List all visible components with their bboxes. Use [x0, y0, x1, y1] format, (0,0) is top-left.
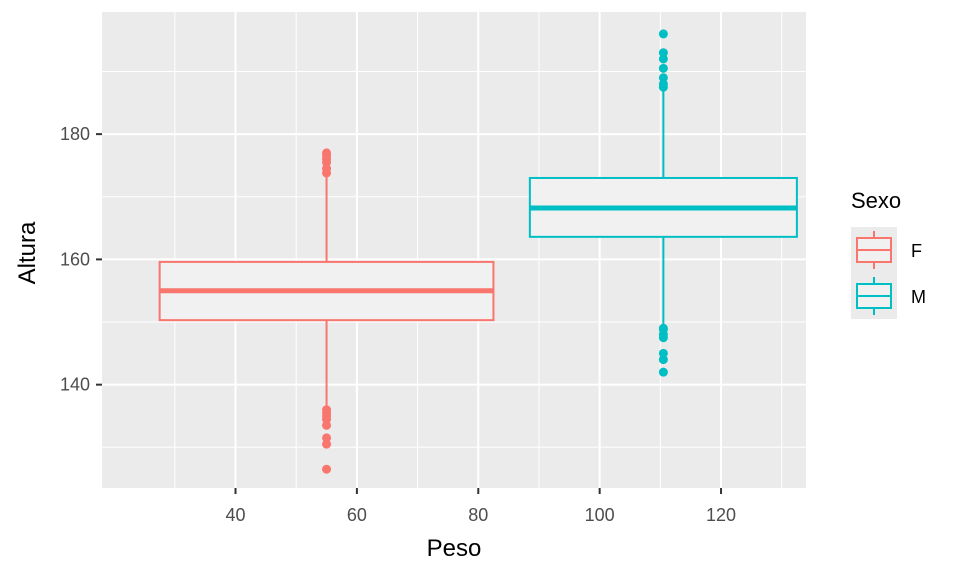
- y-tick-label: 180: [60, 124, 90, 144]
- outlier-point: [322, 148, 332, 158]
- legend-label: M: [911, 287, 926, 307]
- outlier-point: [322, 405, 332, 415]
- x-tick-label: 60: [347, 505, 367, 525]
- outlier-point: [658, 54, 668, 64]
- x-tick-label: 80: [468, 505, 488, 525]
- box-M: [528, 29, 798, 377]
- outlier-point: [322, 164, 332, 174]
- outlier-point: [658, 63, 668, 73]
- x-tick-label: 40: [226, 505, 246, 525]
- outlier-point: [322, 420, 332, 430]
- y-tick-label: 160: [60, 249, 90, 269]
- outlier-point: [658, 367, 668, 377]
- y-tick-label: 140: [60, 375, 90, 395]
- y-axis-ticks: 140 160 180: [60, 124, 102, 395]
- outlier-point: [322, 439, 332, 449]
- outlier-point: [658, 48, 668, 58]
- plot-panel: [102, 12, 806, 488]
- x-axis-ticks: 40 60 80 100 120: [226, 488, 736, 525]
- legend-key-F: F: [851, 227, 922, 273]
- y-axis-title: Altura: [14, 221, 41, 284]
- outlier-point: [658, 79, 668, 89]
- outlier-point: [322, 464, 332, 474]
- outlier-point: [322, 433, 332, 443]
- box-F: [158, 148, 495, 474]
- outlier-point: [658, 323, 668, 333]
- legend-label: F: [911, 241, 922, 261]
- legend-key-M: M: [851, 273, 926, 319]
- outlier-point: [658, 355, 668, 365]
- x-axis-title: Peso: [427, 535, 482, 562]
- outlier-point: [658, 73, 668, 83]
- x-tick-label: 120: [706, 505, 736, 525]
- legend: Sexo F M: [851, 188, 926, 319]
- box-series: [158, 29, 798, 474]
- major-gridlines: [102, 12, 806, 488]
- outlier-point: [658, 29, 668, 39]
- x-tick-label: 100: [585, 505, 615, 525]
- legend-title: Sexo: [851, 188, 901, 213]
- outlier-point: [658, 348, 668, 358]
